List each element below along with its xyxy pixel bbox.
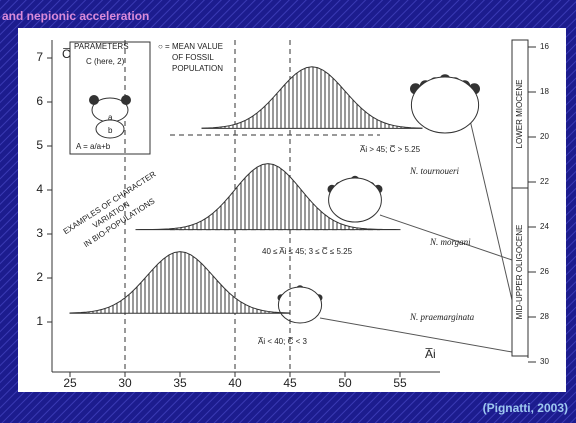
epoch-label: MID-UPPER OLIGOCENE xyxy=(515,225,524,320)
species: N. morgani xyxy=(429,237,471,247)
x-tick-label: 30 xyxy=(118,376,132,390)
x-tick-label: 55 xyxy=(393,376,407,390)
mean-note: OF FOSSIL xyxy=(172,53,214,62)
right-tick-label: 28 xyxy=(540,312,549,321)
y-tick-label: 7 xyxy=(36,50,43,64)
condition: 40 ≤ A̅i ≤ 45; 3 ≤ C̅ ≤ 5.25 xyxy=(262,247,353,256)
cell-icon xyxy=(278,287,321,323)
param-a: a xyxy=(108,113,113,122)
species: N. tournoueri xyxy=(409,166,460,176)
right-tick-label: 16 xyxy=(540,42,549,51)
params-c: C (here, 2) xyxy=(86,57,125,66)
right-tick-label: 26 xyxy=(540,267,549,276)
chamber xyxy=(89,95,99,105)
x-tick-label: 50 xyxy=(338,376,352,390)
x-tick-label: 45 xyxy=(283,376,297,390)
slide: 3028262422201816555045403530257654321 C̅… xyxy=(0,0,576,423)
x-tick-label: 35 xyxy=(173,376,187,390)
right-tick-label: 22 xyxy=(540,177,549,186)
y-tick-label: 6 xyxy=(36,94,43,108)
mean-note: POPULATION xyxy=(172,64,223,73)
params-heading: PARAMETERS xyxy=(74,42,129,51)
chamber xyxy=(121,95,131,105)
param-b: b xyxy=(108,126,113,135)
params-formula: A = a/a+b xyxy=(76,142,111,151)
cell-icon xyxy=(411,77,478,133)
epoch-label: LOWER MIOCENE xyxy=(515,80,524,149)
x-tick-label: 40 xyxy=(228,376,242,390)
y-tick-label: 4 xyxy=(36,182,43,196)
species: N. praemarginata xyxy=(409,312,475,322)
condition: A̅i < 40; C̅ < 3 xyxy=(258,337,308,346)
x-tick-label: 25 xyxy=(63,376,77,390)
condition: A̅i > 45; C̅ > 5.25 xyxy=(360,145,421,154)
mean-note: ○ = MEAN VALUE xyxy=(158,42,223,51)
x-axis-label: A̅i xyxy=(425,347,436,361)
right-tick-label: 24 xyxy=(540,222,549,231)
citation: (Pignatti, 2003) xyxy=(483,401,568,415)
y-tick-label: 5 xyxy=(36,138,43,152)
y-tick-label: 2 xyxy=(36,270,43,284)
right-tick-label: 20 xyxy=(540,132,549,141)
y-tick-label: 1 xyxy=(36,314,43,328)
right-tick-label: 18 xyxy=(540,87,549,96)
slide-title: and nepionic acceleration xyxy=(2,9,149,23)
right-tick-label: 30 xyxy=(540,357,549,366)
cell-icon xyxy=(329,178,382,222)
y-tick-label: 3 xyxy=(36,226,43,240)
